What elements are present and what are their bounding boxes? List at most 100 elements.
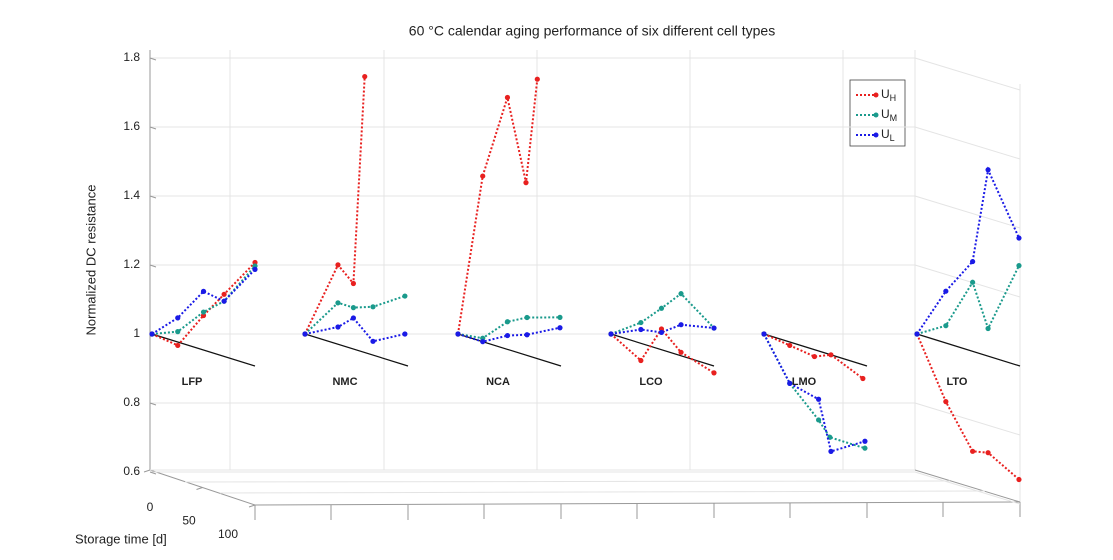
data-line xyxy=(916,166,1020,335)
legend-symbol: U xyxy=(881,87,890,101)
back-wall-lines xyxy=(149,50,1021,502)
data-point xyxy=(200,309,207,315)
data-point xyxy=(811,353,818,360)
data-point xyxy=(970,279,976,285)
data-line xyxy=(763,333,866,450)
data-point xyxy=(828,352,834,358)
legend-label: UH xyxy=(881,87,896,103)
data-line xyxy=(304,295,406,335)
reference-line xyxy=(151,333,256,367)
reference-line xyxy=(916,333,1021,367)
data-point xyxy=(175,315,181,321)
legend-marker xyxy=(873,112,879,118)
data-point xyxy=(678,291,684,297)
floor-lines xyxy=(149,469,1021,520)
data-point xyxy=(970,448,976,454)
data-point xyxy=(815,396,822,402)
x-tick-label: 50 xyxy=(182,514,196,528)
group-label: LFP xyxy=(182,376,203,388)
y-tick-label: 1.4 xyxy=(123,188,140,202)
data-point xyxy=(658,305,665,311)
reference-line xyxy=(763,333,868,367)
data-point xyxy=(711,325,717,331)
data-point xyxy=(335,262,341,268)
data-line xyxy=(763,333,866,453)
grid-line xyxy=(914,126,1021,160)
data-point xyxy=(402,331,408,337)
data-point xyxy=(302,331,308,337)
group-label: LMO xyxy=(792,376,817,388)
data-line xyxy=(457,79,539,335)
data-point xyxy=(370,338,376,344)
legend-symbol: U xyxy=(881,127,890,141)
data-point xyxy=(943,323,949,329)
legend-label: UL xyxy=(881,127,895,143)
y-tick-label: 0.8 xyxy=(123,395,140,409)
data-line xyxy=(916,265,1020,335)
data-point xyxy=(862,445,868,451)
y-tick xyxy=(149,126,157,130)
data-point xyxy=(252,266,258,272)
data-line xyxy=(457,316,561,340)
y-tick-label: 1.2 xyxy=(123,257,140,271)
reference-line xyxy=(304,333,409,367)
data-point xyxy=(504,332,511,339)
data-point xyxy=(175,329,181,335)
legend-label: UM xyxy=(881,107,897,123)
data-point xyxy=(557,325,563,331)
data-point xyxy=(534,76,540,82)
reference-line xyxy=(610,333,715,367)
x-tick-label: 100 xyxy=(218,527,238,541)
data-point xyxy=(1016,235,1022,241)
data-point xyxy=(761,331,767,337)
data-point xyxy=(557,314,563,320)
data-point xyxy=(350,305,357,311)
legend-subscript: M xyxy=(890,113,898,123)
data-point xyxy=(787,380,793,386)
data-point xyxy=(455,331,461,337)
grid-line xyxy=(914,402,1021,436)
y-tick xyxy=(149,57,157,61)
data-point xyxy=(221,298,227,304)
data-point xyxy=(638,326,644,333)
legend-marker xyxy=(873,92,879,98)
data-point xyxy=(221,291,227,297)
x-tick xyxy=(248,504,256,508)
data-point xyxy=(985,325,991,332)
data-point xyxy=(985,167,991,173)
data-point xyxy=(149,331,155,337)
data-point xyxy=(480,173,486,179)
y-tick xyxy=(149,402,157,406)
grid-line xyxy=(914,471,1021,505)
legend-symbol: U xyxy=(881,107,890,121)
data-point xyxy=(914,331,920,337)
y-tick xyxy=(149,471,157,475)
y-tick-label: 1.6 xyxy=(123,119,140,133)
data-point xyxy=(638,357,644,364)
x-tick xyxy=(196,487,203,490)
data-point xyxy=(985,450,991,456)
y-tick-label: 1 xyxy=(133,326,140,340)
y-tick-label: 1.8 xyxy=(123,50,140,64)
data-line xyxy=(610,327,715,374)
data-point xyxy=(860,375,866,382)
chart-title: 60 °C calendar aging performance of six … xyxy=(409,23,775,39)
data-point xyxy=(335,324,341,330)
group-label: NMC xyxy=(332,376,357,388)
data-point xyxy=(678,349,684,355)
data-point xyxy=(335,300,341,306)
data-point xyxy=(523,180,529,186)
data-point xyxy=(608,331,614,337)
legend-marker xyxy=(873,132,879,138)
grid-line xyxy=(914,57,1021,91)
legend-subscript: L xyxy=(890,133,895,143)
data-point xyxy=(711,370,717,376)
data-line xyxy=(304,316,406,343)
data-point xyxy=(1016,263,1022,269)
data-point xyxy=(943,288,949,294)
grid-line xyxy=(914,264,1021,298)
y-tick xyxy=(149,195,157,199)
data-point xyxy=(658,329,665,336)
grid-line xyxy=(914,195,1021,229)
